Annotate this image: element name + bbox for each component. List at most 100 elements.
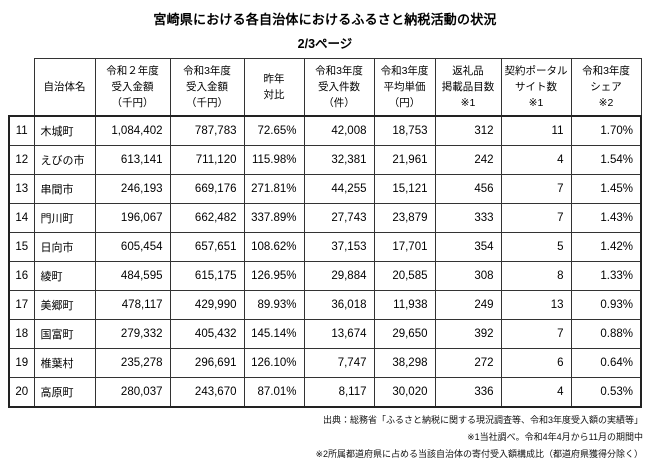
share-cell: 1.45% bbox=[570, 174, 642, 204]
col-header-yoy: 昨年 対比 bbox=[243, 58, 305, 117]
page-number: 2/3ページ bbox=[297, 37, 353, 51]
r2-amount-cell: 280,037 bbox=[94, 377, 171, 408]
row-number-cell: 18 bbox=[8, 319, 35, 349]
items-cell: 312 bbox=[434, 115, 502, 146]
r2-amount-cell: 196,067 bbox=[94, 203, 171, 233]
r2-amount-cell: 246,193 bbox=[94, 174, 171, 204]
municipality-cell: 門川町 bbox=[33, 203, 96, 233]
row-number-spacer bbox=[9, 59, 34, 117]
yoy-cell: 126.95% bbox=[243, 261, 305, 291]
portals-cell: 5 bbox=[500, 232, 572, 262]
row-number-cell: 11 bbox=[8, 115, 35, 146]
yoy-cell: 87.01% bbox=[243, 377, 305, 408]
col-header-items: 返礼品 掲載品目数 ※1 bbox=[434, 58, 502, 117]
avg-price-cell: 15,121 bbox=[373, 174, 436, 204]
r3-amount-cell: 787,783 bbox=[169, 115, 245, 146]
table-row: 16 綾町 484,595 615,175 126.95% 29,884 20,… bbox=[8, 261, 642, 291]
count-cell: 42,008 bbox=[303, 115, 375, 146]
portals-cell: 4 bbox=[500, 377, 572, 408]
row-number-cell: 14 bbox=[8, 203, 35, 233]
avg-price-cell: 23,879 bbox=[373, 203, 436, 233]
col-header-count: 令和3年度 受入件数 （件） bbox=[303, 58, 375, 117]
yoy-cell: 72.65% bbox=[243, 115, 305, 146]
yoy-cell: 108.62% bbox=[243, 232, 305, 262]
r2-amount-cell: 235,278 bbox=[94, 348, 171, 378]
share-cell: 0.64% bbox=[570, 348, 642, 378]
share-cell: 0.93% bbox=[570, 290, 642, 320]
municipality-cell: 串間市 bbox=[33, 174, 96, 204]
avg-price-cell: 21,961 bbox=[373, 145, 436, 175]
col-header-avg-price: 令和3年度 平均単価 （円） bbox=[373, 58, 436, 117]
row-number-cell: 13 bbox=[8, 174, 35, 204]
portals-cell: 7 bbox=[500, 203, 572, 233]
items-cell: 308 bbox=[434, 261, 502, 291]
items-cell: 354 bbox=[434, 232, 502, 262]
share-cell: 0.53% bbox=[570, 377, 642, 408]
yoy-cell: 271.81% bbox=[243, 174, 305, 204]
municipality-cell: 美郷町 bbox=[33, 290, 96, 320]
r3-amount-cell: 296,691 bbox=[169, 348, 245, 378]
yoy-cell: 115.98% bbox=[243, 145, 305, 175]
portals-cell: 6 bbox=[500, 348, 572, 378]
footnotes: 出典：総務省「ふるさと納税に関する現況調査等、令和3年度受入額の実績等」 ※1当… bbox=[0, 412, 650, 463]
items-cell: 456 bbox=[434, 174, 502, 204]
yoy-cell: 337.89% bbox=[243, 203, 305, 233]
items-cell: 333 bbox=[434, 203, 502, 233]
count-cell: 36,018 bbox=[303, 290, 375, 320]
municipality-cell: えびの市 bbox=[33, 145, 96, 175]
municipality-cell: 国富町 bbox=[33, 319, 96, 349]
table-row: 18 国富町 279,332 405,432 145.14% 13,674 29… bbox=[8, 319, 642, 349]
r2-amount-cell: 613,141 bbox=[94, 145, 171, 175]
header-row: 自治体名 令和２年度 受入金額 （千円） 令和3年度 受入金額 （千円） 昨年 … bbox=[9, 58, 642, 117]
row-number-cell: 15 bbox=[8, 232, 35, 262]
r3-amount-cell: 669,176 bbox=[169, 174, 245, 204]
yoy-cell: 126.10% bbox=[243, 348, 305, 378]
footnote-note2: ※2所属都道府県に占める当該自治体の寄付受入額構成比（都道府県獲得分除く） bbox=[315, 449, 643, 459]
count-cell: 8,117 bbox=[303, 377, 375, 408]
row-number-cell: 17 bbox=[8, 290, 35, 320]
share-cell: 0.88% bbox=[570, 319, 642, 349]
portals-cell: 4 bbox=[500, 145, 572, 175]
portals-cell: 8 bbox=[500, 261, 572, 291]
count-cell: 29,884 bbox=[303, 261, 375, 291]
portals-cell: 7 bbox=[500, 319, 572, 349]
r3-amount-cell: 405,432 bbox=[169, 319, 245, 349]
count-cell: 32,381 bbox=[303, 145, 375, 175]
table-row: 11 木城町 1,084,402 787,783 72.65% 42,008 1… bbox=[8, 115, 642, 146]
avg-price-cell: 29,650 bbox=[373, 319, 436, 349]
r2-amount-cell: 1,084,402 bbox=[94, 115, 171, 146]
count-cell: 44,255 bbox=[303, 174, 375, 204]
table-row: 19 椎葉村 235,278 296,691 126.10% 7,747 38,… bbox=[8, 348, 642, 378]
r3-amount-cell: 615,175 bbox=[169, 261, 245, 291]
portals-cell: 11 bbox=[500, 115, 572, 146]
municipality-cell: 高原町 bbox=[33, 377, 96, 408]
items-cell: 392 bbox=[434, 319, 502, 349]
col-header-portals: 契約ポータル サイト数 ※1 bbox=[500, 58, 572, 117]
col-header-r3-amount: 令和3年度 受入金額 （千円） bbox=[169, 58, 245, 117]
portals-cell: 7 bbox=[500, 174, 572, 204]
share-cell: 1.43% bbox=[570, 203, 642, 233]
avg-price-cell: 18,753 bbox=[373, 115, 436, 146]
items-cell: 272 bbox=[434, 348, 502, 378]
table-row: 12 えびの市 613,141 711,120 115.98% 32,381 2… bbox=[8, 145, 642, 175]
portals-cell: 13 bbox=[500, 290, 572, 320]
r3-amount-cell: 657,651 bbox=[169, 232, 245, 262]
page-title: 宮崎県における各自治体におけるふるさと納税活動の状況 bbox=[153, 12, 497, 27]
table-row: 14 門川町 196,067 662,482 337.89% 27,743 23… bbox=[8, 203, 642, 233]
r2-amount-cell: 605,454 bbox=[94, 232, 171, 262]
footnote-note1: ※1当社調べ。令和4年4月から11月の期間中 bbox=[467, 432, 643, 442]
yoy-cell: 89.93% bbox=[243, 290, 305, 320]
avg-price-cell: 30,020 bbox=[373, 377, 436, 408]
items-cell: 242 bbox=[434, 145, 502, 175]
table-row: 13 串間市 246,193 669,176 271.81% 44,255 15… bbox=[8, 174, 642, 204]
count-cell: 7,747 bbox=[303, 348, 375, 378]
municipality-cell: 綾町 bbox=[33, 261, 96, 291]
avg-price-cell: 38,298 bbox=[373, 348, 436, 378]
row-number-cell: 12 bbox=[8, 145, 35, 175]
yoy-cell: 145.14% bbox=[243, 319, 305, 349]
municipality-cell: 日向市 bbox=[33, 232, 96, 262]
count-cell: 27,743 bbox=[303, 203, 375, 233]
r3-amount-cell: 662,482 bbox=[169, 203, 245, 233]
share-cell: 1.42% bbox=[570, 232, 642, 262]
share-cell: 1.70% bbox=[570, 115, 642, 146]
